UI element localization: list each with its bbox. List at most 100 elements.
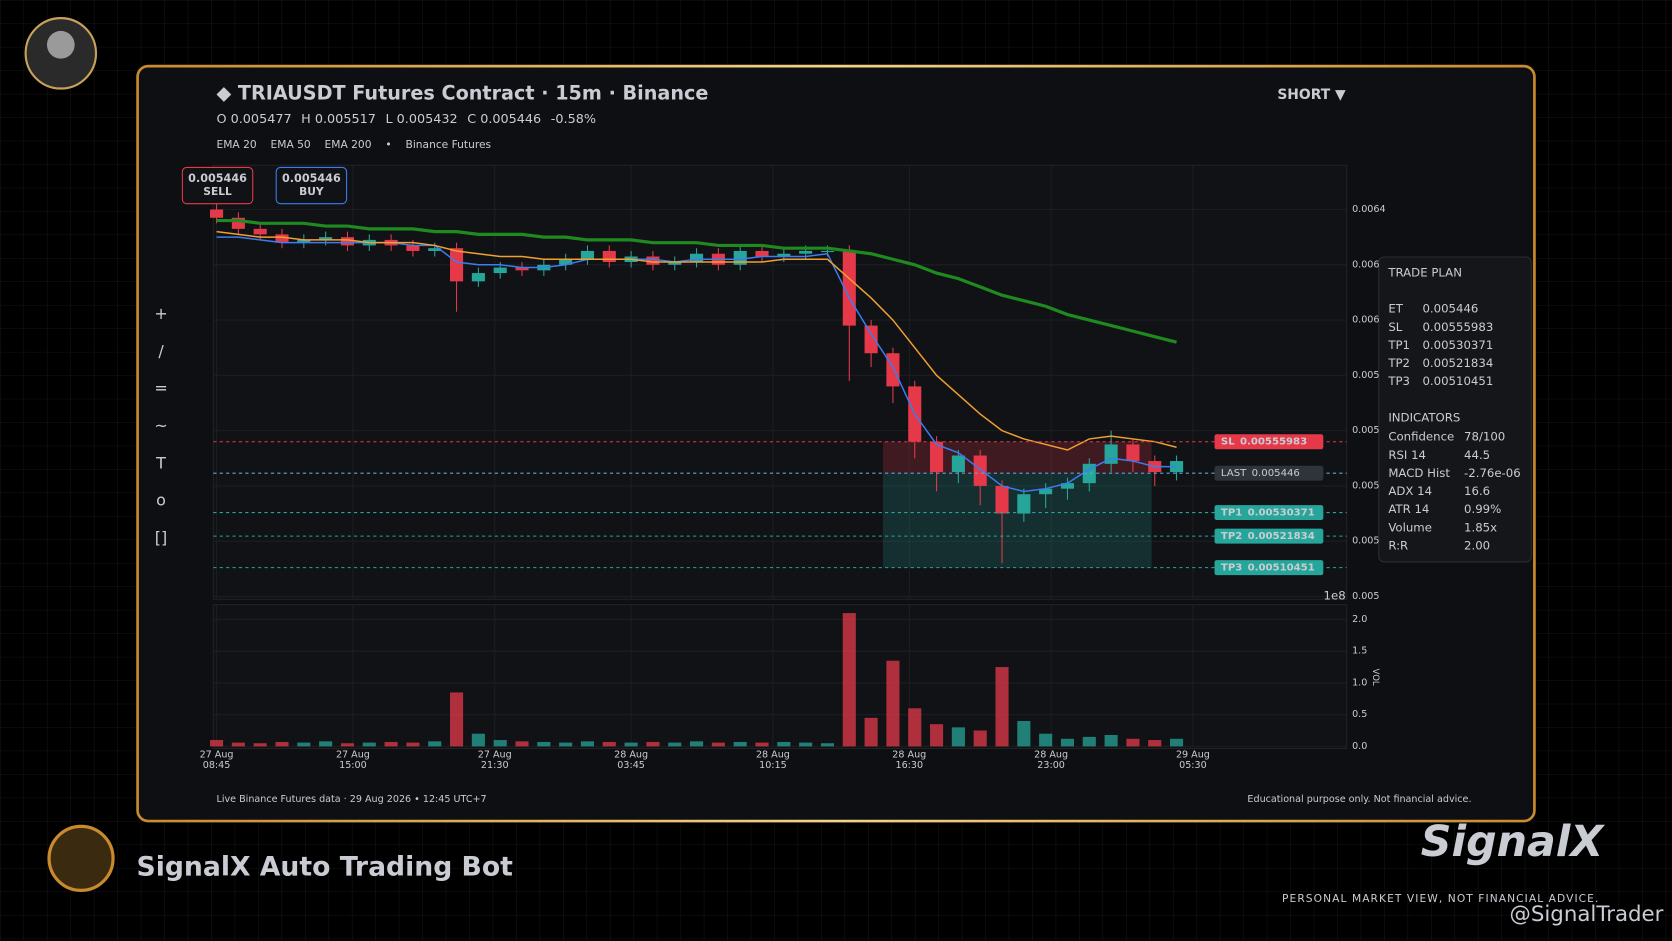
level-value: 0.00521834 [1248, 531, 1315, 542]
ema-line [216, 218, 1177, 344]
volume-bar [711, 742, 725, 747]
volume-axis-label: VOL [1370, 669, 1380, 686]
volume-bar [624, 742, 638, 747]
level-tag-box [1214, 528, 1324, 544]
x-tick-label: 10:15 [759, 760, 787, 771]
reward-zone [882, 473, 1152, 568]
volume-bar [842, 613, 856, 747]
legend-entry: EMA 20 [216, 138, 256, 151]
level-tag-text: TP2 0.00521834 [1221, 531, 1315, 542]
volume-bar [930, 724, 944, 747]
volume-bar [362, 742, 376, 747]
candle-body [820, 250, 835, 253]
volume-bar [777, 741, 791, 747]
indicator-value: 78/100 [1464, 430, 1505, 444]
legend-entry: EMA 50 [271, 138, 311, 151]
volume-bar [995, 667, 1009, 747]
volume-bar [253, 743, 267, 747]
tool-button[interactable]: / [158, 341, 164, 360]
x-tick-label: 28 Aug [1034, 749, 1068, 760]
order-price: 0.005446 [282, 172, 341, 185]
indicator-value: 0.99% [1464, 502, 1501, 516]
y-tick-label: 0.005 [1352, 425, 1379, 436]
ohlc-value: O 0.005477 [216, 112, 291, 127]
volume-bar [908, 708, 922, 747]
level-name: TP1 [1221, 508, 1242, 519]
tool-button[interactable]: + [154, 304, 167, 323]
tool-button[interactable]: ~ [154, 416, 167, 435]
ohlc-value: -0.58% [551, 112, 596, 127]
volume-tick-label: 1.5 [1352, 646, 1367, 657]
indicator-key: Volume [1388, 520, 1432, 534]
volume-bar [1060, 738, 1075, 747]
level-tag: TP2 0.00521834 [1214, 528, 1324, 544]
volume-panel [212, 604, 1348, 750]
indicator-key: ADX 14 [1388, 484, 1432, 498]
candle-body [1039, 488, 1053, 495]
volume-tick-label: 0.0 [1352, 741, 1367, 752]
volume-bar [1104, 734, 1118, 747]
volume-bar [297, 742, 311, 747]
candle-body [930, 441, 944, 473]
candle-body [799, 250, 813, 254]
x-tick-label: 16:30 [895, 760, 923, 771]
plan-key: TP1 [1387, 338, 1410, 352]
volume-bar [319, 741, 333, 747]
x-tick-label: 15:00 [339, 760, 367, 771]
volume-bar [602, 741, 616, 747]
candle-body [319, 237, 333, 240]
indicator-key: MACD Hist [1388, 466, 1450, 480]
x-tick-label: 28 Aug [756, 749, 790, 760]
candle-body [210, 209, 224, 218]
volume-bar [820, 743, 835, 747]
volume-bar [406, 742, 420, 747]
level-name: LAST [1221, 468, 1247, 479]
order-side: SELL [203, 185, 232, 198]
x-tick-label: 21:30 [481, 760, 509, 771]
brand-logo: SignalX [1421, 817, 1606, 867]
volume-bar [1148, 740, 1162, 747]
plan-value: 0.00521834 [1422, 356, 1493, 370]
candle-body [559, 259, 573, 265]
x-tick-label: 27 Aug [200, 749, 234, 760]
candle-body [1126, 444, 1140, 462]
level-tag-box [1214, 505, 1324, 521]
volume-bar [580, 741, 595, 747]
volume-bar [973, 730, 987, 747]
legend-separator: • [385, 138, 391, 151]
level-tag-box [1214, 434, 1324, 450]
ohlc-value: C 0.005446 [467, 112, 541, 127]
plan-value: 0.00510451 [1422, 374, 1493, 388]
indicator-value: 2.00 [1464, 538, 1490, 552]
level-value: 0.005446 [1252, 468, 1300, 479]
volume-bar [646, 741, 660, 747]
footer-left: Live Binance Futures data · 29 Aug 2026 … [216, 794, 486, 805]
candle-body [646, 256, 660, 265]
candle-body [297, 239, 311, 243]
level-name: SL [1221, 437, 1235, 448]
ohlc-value: L 0.005432 [385, 112, 457, 127]
tool-button[interactable]: T [155, 453, 166, 472]
tool-button[interactable]: [] [155, 528, 167, 547]
tool-button[interactable]: = [154, 379, 167, 398]
volume-bar [864, 717, 878, 747]
order-side: BUY [299, 185, 324, 198]
plan-key: SL [1388, 320, 1402, 334]
candle-body [493, 267, 507, 274]
candle-body [275, 234, 289, 243]
tool-button[interactable]: o [156, 491, 166, 510]
volume-bar [537, 741, 551, 747]
plan-value: 0.00555983 [1422, 320, 1493, 334]
volume-bar [340, 743, 355, 747]
y-tick-label: 0.006 [1352, 315, 1379, 326]
x-tick-label: 28 Aug [614, 749, 648, 760]
candle-body [973, 455, 987, 486]
plan-value: 0.00530371 [1422, 338, 1493, 352]
volume-bar [1082, 736, 1096, 747]
level-value: 0.00555983 [1240, 437, 1307, 448]
candle-body [340, 237, 355, 246]
candle-body [995, 485, 1009, 514]
signal: SHORT ▼ [1277, 87, 1346, 103]
y-tick-label: 0.005 [1352, 370, 1379, 381]
